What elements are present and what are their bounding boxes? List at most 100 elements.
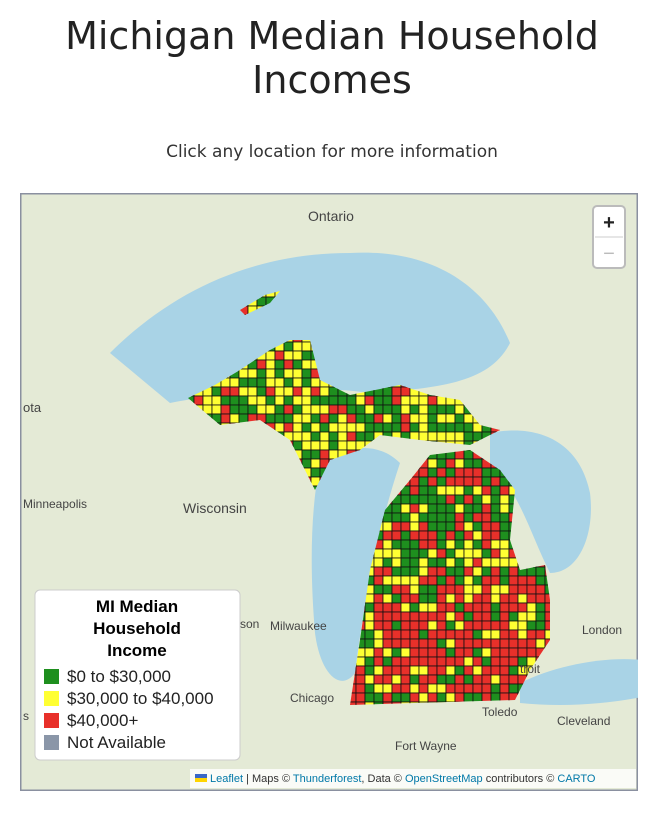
tract[interactable]	[463, 566, 474, 577]
tract[interactable]	[445, 530, 456, 541]
tract[interactable]	[409, 404, 420, 415]
tract[interactable]	[472, 512, 483, 523]
tract[interactable]	[373, 548, 384, 559]
tract[interactable]	[436, 404, 447, 415]
tract[interactable]	[418, 665, 429, 676]
tract[interactable]	[481, 593, 492, 604]
tract[interactable]	[481, 503, 492, 514]
tract[interactable]	[436, 638, 447, 649]
tract[interactable]	[373, 692, 384, 703]
tract[interactable]	[301, 413, 312, 424]
tract[interactable]	[319, 413, 330, 424]
tract[interactable]	[535, 575, 546, 586]
tract[interactable]	[418, 638, 429, 649]
tract[interactable]	[454, 476, 465, 487]
tract[interactable]	[364, 602, 375, 613]
tract[interactable]	[292, 350, 303, 361]
tract[interactable]	[310, 422, 321, 433]
tract[interactable]	[382, 629, 393, 640]
tract[interactable]	[418, 467, 429, 478]
tract[interactable]	[490, 602, 501, 613]
tract[interactable]	[292, 395, 303, 406]
tract[interactable]	[490, 674, 501, 685]
tract[interactable]	[454, 413, 465, 424]
tract[interactable]	[499, 593, 510, 604]
tract[interactable]	[427, 584, 438, 595]
tract[interactable]	[409, 413, 420, 424]
tract[interactable]	[490, 566, 501, 577]
tract[interactable]	[373, 683, 384, 694]
tract[interactable]	[535, 620, 546, 631]
tract[interactable]	[508, 611, 519, 622]
tract[interactable]	[391, 629, 402, 640]
tract[interactable]	[481, 584, 492, 595]
tract[interactable]	[301, 377, 312, 388]
tract[interactable]	[391, 602, 402, 613]
tract[interactable]	[508, 584, 519, 595]
tract[interactable]	[409, 584, 420, 595]
tract[interactable]	[454, 593, 465, 604]
tract[interactable]	[418, 503, 429, 514]
tract[interactable]	[508, 629, 519, 640]
tract[interactable]	[454, 404, 465, 415]
tract[interactable]	[274, 350, 285, 361]
tract[interactable]	[373, 593, 384, 604]
tract[interactable]	[337, 413, 348, 424]
tract[interactable]	[445, 665, 456, 676]
tract[interactable]	[400, 503, 411, 514]
tract[interactable]	[364, 620, 375, 631]
tract[interactable]	[319, 422, 330, 433]
tract[interactable]	[265, 395, 276, 406]
tract[interactable]	[490, 539, 501, 550]
tract[interactable]	[238, 368, 249, 379]
tract[interactable]	[220, 404, 231, 415]
tract[interactable]	[265, 359, 276, 370]
tract[interactable]	[382, 584, 393, 595]
tract[interactable]	[283, 359, 294, 370]
tract[interactable]	[337, 404, 348, 415]
tract[interactable]	[445, 512, 456, 523]
tract[interactable]	[391, 575, 402, 586]
tract[interactable]	[454, 566, 465, 577]
tract[interactable]	[445, 485, 456, 496]
tract[interactable]	[436, 557, 447, 568]
tract[interactable]	[427, 566, 438, 577]
tract[interactable]	[463, 503, 474, 514]
tract[interactable]	[283, 422, 294, 433]
tract[interactable]	[256, 395, 267, 406]
tract[interactable]	[391, 395, 402, 406]
tract[interactable]	[238, 404, 249, 415]
tract[interactable]	[301, 341, 312, 352]
tract[interactable]	[238, 413, 249, 424]
tract[interactable]	[319, 395, 330, 406]
tract[interactable]	[472, 566, 483, 577]
tract[interactable]	[418, 584, 429, 595]
tract[interactable]	[481, 557, 492, 568]
tract[interactable]	[409, 548, 420, 559]
tract[interactable]	[463, 494, 474, 505]
tract[interactable]	[418, 494, 429, 505]
tract[interactable]	[463, 539, 474, 550]
tract[interactable]	[418, 674, 429, 685]
tract[interactable]	[427, 620, 438, 631]
tract[interactable]	[472, 458, 483, 469]
tract[interactable]	[508, 620, 519, 631]
tract[interactable]	[445, 422, 456, 433]
tract[interactable]	[400, 665, 411, 676]
tract[interactable]	[391, 584, 402, 595]
tract[interactable]	[499, 611, 510, 622]
tract[interactable]	[319, 386, 330, 397]
tract[interactable]	[409, 395, 420, 406]
tract[interactable]	[418, 593, 429, 604]
tract[interactable]	[463, 629, 474, 640]
tract[interactable]	[391, 665, 402, 676]
tract[interactable]	[346, 404, 357, 415]
tract[interactable]	[454, 629, 465, 640]
tract[interactable]	[310, 458, 321, 469]
tract[interactable]	[400, 386, 411, 397]
tract[interactable]	[400, 494, 411, 505]
tract[interactable]	[283, 395, 294, 406]
tract[interactable]	[445, 593, 456, 604]
tract[interactable]	[454, 692, 465, 703]
tract[interactable]	[463, 647, 474, 658]
